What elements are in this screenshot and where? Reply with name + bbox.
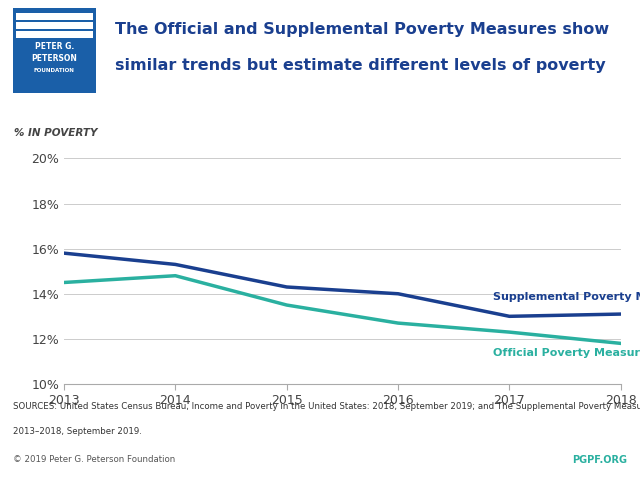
FancyBboxPatch shape	[16, 22, 93, 29]
Text: Supplemental Poverty Measure: Supplemental Poverty Measure	[493, 292, 640, 302]
Text: SOURCES: United States Census Bureau, Income and Poverty in the United States: 2: SOURCES: United States Census Bureau, In…	[13, 402, 640, 411]
Text: Official Poverty Measure: Official Poverty Measure	[493, 348, 640, 358]
FancyBboxPatch shape	[16, 13, 93, 20]
Text: © 2019 Peter G. Peterson Foundation: © 2019 Peter G. Peterson Foundation	[13, 455, 175, 464]
Text: FOUNDATION: FOUNDATION	[34, 68, 75, 73]
Text: PETER G.: PETER G.	[35, 42, 74, 51]
Text: PETERSON: PETERSON	[31, 54, 77, 63]
Text: PGPF.ORG: PGPF.ORG	[572, 455, 627, 465]
Text: similar trends but estimate different levels of poverty: similar trends but estimate different le…	[115, 59, 606, 73]
Text: The Official and Supplemental Poverty Measures show: The Official and Supplemental Poverty Me…	[115, 22, 609, 37]
Text: 2013–2018, September 2019.: 2013–2018, September 2019.	[13, 427, 141, 436]
FancyBboxPatch shape	[16, 31, 93, 38]
FancyBboxPatch shape	[13, 8, 96, 93]
Text: % IN POVERTY: % IN POVERTY	[14, 128, 97, 138]
